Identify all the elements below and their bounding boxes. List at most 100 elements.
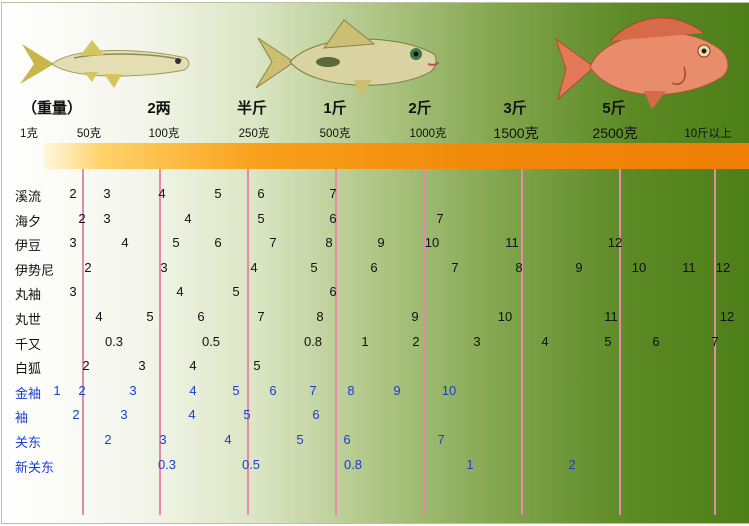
hook-size-number: 6 bbox=[214, 235, 222, 251]
hook-size-number: 0.3 bbox=[104, 333, 124, 349]
hook-size-number: 0.8 bbox=[343, 456, 363, 472]
red-snapper-illustration bbox=[555, 17, 729, 109]
hook-size-number: 7 bbox=[451, 259, 459, 275]
hook-type-label: 溪流 bbox=[15, 189, 42, 204]
hook-type-label: 关东 bbox=[15, 435, 42, 450]
weight-tick-label: 1000克 bbox=[409, 128, 447, 140]
weight-tick-label: 2500克 bbox=[592, 125, 638, 141]
weight-tick-label: 10斤以上 bbox=[684, 128, 732, 140]
hook-size-number: 3 bbox=[129, 382, 137, 398]
hook-size-number: 3 bbox=[159, 432, 167, 447]
weight-tick-label: 1500克 bbox=[493, 125, 539, 141]
hook-size-number: 7 bbox=[329, 186, 337, 201]
hook-size-number: 4 bbox=[250, 259, 258, 275]
hook-size-number: 5 bbox=[172, 235, 180, 251]
weight-tick-label: 1克 bbox=[20, 128, 38, 140]
hook-size-number: 9 bbox=[575, 259, 583, 275]
hook-size-number: 3 bbox=[69, 235, 77, 251]
hook-size-number: 5 bbox=[253, 358, 261, 374]
weight-divider-line bbox=[619, 169, 621, 515]
hook-size-number: 4 bbox=[189, 358, 197, 374]
hook-size-number: 2 bbox=[84, 259, 92, 275]
weight-tick-label: 100克 bbox=[148, 128, 180, 140]
small-fish-illustration bbox=[20, 40, 190, 88]
hook-size-number: 5 bbox=[257, 210, 265, 226]
hook-size-number: 10 bbox=[631, 259, 647, 275]
hook-size-number: 2 bbox=[69, 186, 77, 201]
hook-size-number: 5 bbox=[243, 407, 251, 423]
weight-header-label: 5斤 bbox=[602, 100, 626, 117]
hook-size-number: 4 bbox=[541, 333, 549, 349]
hook-size-number: 6 bbox=[269, 382, 277, 398]
hook-size-number: 3 bbox=[103, 186, 111, 201]
hook-size-number: 2 bbox=[78, 382, 86, 398]
hook-size-number: 5 bbox=[232, 382, 240, 398]
hook-size-number: 9 bbox=[411, 309, 419, 324]
hook-size-number: 1 bbox=[466, 456, 474, 472]
hook-size-number: 7 bbox=[269, 235, 277, 251]
hook-type-label: 袖 bbox=[15, 410, 29, 426]
hook-size-number: 12 bbox=[719, 309, 735, 324]
hook-size-number: 7 bbox=[437, 432, 445, 447]
hook-size-number: 9 bbox=[377, 235, 385, 251]
hook-size-number: 7 bbox=[309, 382, 317, 398]
hook-size-number: 6 bbox=[197, 309, 205, 324]
hook-size-number: 11 bbox=[604, 309, 618, 324]
hook-size-number: 2 bbox=[82, 358, 90, 374]
hook-size-number: 10 bbox=[424, 235, 440, 251]
hook-size-number: 8 bbox=[347, 382, 355, 398]
hook-type-label: 金袖 bbox=[15, 385, 42, 401]
hook-size-number: 0.3 bbox=[157, 456, 177, 472]
hook-size-number: 3 bbox=[138, 358, 146, 374]
weight-divider-line bbox=[714, 169, 716, 515]
weight-divider-line bbox=[335, 169, 337, 515]
hook-size-number: 12 bbox=[607, 235, 623, 251]
hook-size-number: 4 bbox=[184, 210, 192, 226]
hook-size-number: 3 bbox=[103, 210, 111, 226]
hook-type-label: 千又 bbox=[15, 336, 42, 352]
hook-size-number: 7 bbox=[257, 309, 265, 324]
hook-type-label: 新关东 bbox=[15, 459, 55, 475]
weight-divider-line bbox=[424, 169, 426, 515]
weight-tick-label: 50克 bbox=[76, 128, 102, 140]
hook-size-number: 4 bbox=[95, 309, 103, 324]
hook-size-number: 6 bbox=[329, 284, 337, 300]
hook-size-number: 4 bbox=[189, 382, 197, 398]
carp-fish-illustration bbox=[255, 19, 439, 98]
weight-divider-line bbox=[82, 169, 84, 515]
weight-header-label: 2斤 bbox=[408, 100, 432, 117]
hook-size-number: 12 bbox=[715, 259, 731, 275]
hook-size-number: 4 bbox=[188, 407, 196, 423]
hook-size-number: 5 bbox=[296, 432, 304, 447]
hook-size-number: 0.5 bbox=[201, 333, 221, 349]
hook-size-number: 7 bbox=[711, 333, 719, 349]
hook-size-number: 3 bbox=[120, 407, 128, 423]
hook-size-number: 4 bbox=[158, 186, 166, 201]
hook-size-number: 4 bbox=[176, 284, 184, 300]
hook-type-label: 丸袖 bbox=[15, 287, 42, 303]
weight-divider-line bbox=[159, 169, 161, 515]
hook-size-number: 11 bbox=[505, 235, 519, 251]
hook-size-number: 6 bbox=[257, 186, 265, 201]
hook-size-number: 2 bbox=[72, 407, 80, 423]
hook-type-label: 伊豆 bbox=[15, 238, 42, 254]
hook-size-number: 2 bbox=[104, 432, 112, 447]
hook-size-number: 4 bbox=[121, 235, 129, 251]
weight-gradient-bar bbox=[44, 143, 749, 169]
weight-divider-line bbox=[521, 169, 523, 515]
weight-tick-label: 250克 bbox=[238, 128, 270, 140]
hook-size-number: 5 bbox=[604, 333, 612, 349]
weight-header-label: 2两 bbox=[147, 100, 171, 117]
hook-size-number: 10 bbox=[497, 309, 513, 324]
weight-header-label: （重量） bbox=[21, 100, 83, 117]
hook-size-number: 4 bbox=[224, 432, 232, 447]
hook-size-number: 10 bbox=[441, 382, 457, 398]
hook-size-number: 0.8 bbox=[303, 333, 323, 349]
weight-tick-label: 500克 bbox=[319, 128, 351, 140]
hook-size-number: 3 bbox=[69, 284, 77, 300]
hook-size-number: 1 bbox=[53, 382, 61, 398]
hook-type-label: 丸世 bbox=[15, 312, 42, 327]
hook-size-number: 6 bbox=[652, 333, 660, 349]
hook-size-number: 8 bbox=[325, 235, 333, 251]
